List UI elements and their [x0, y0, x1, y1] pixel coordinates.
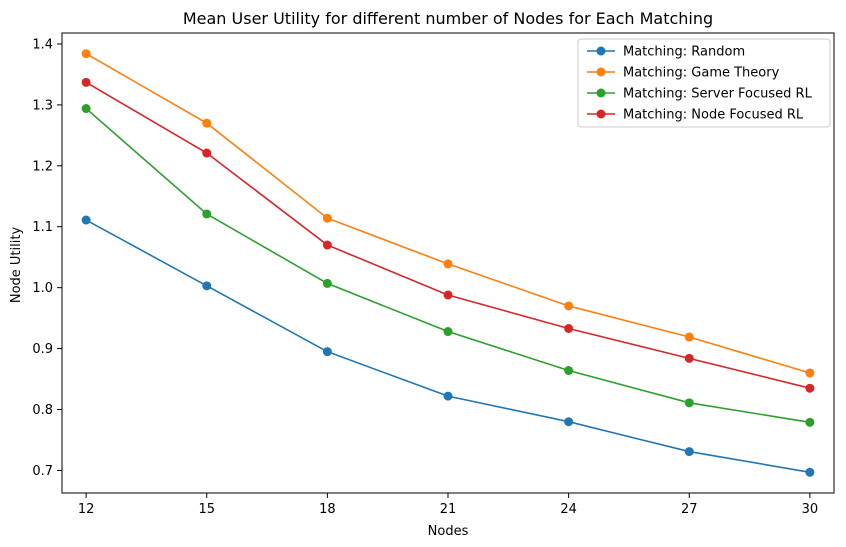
- chart-title: Mean User Utility for different number o…: [183, 9, 713, 28]
- legend-label: Matching: Game Theory: [623, 66, 780, 81]
- y-tick-label: 1.4: [32, 37, 53, 52]
- data-point: [684, 332, 694, 342]
- data-point: [443, 290, 453, 300]
- y-tick-label: 1.3: [32, 98, 53, 113]
- y-tick-label: 0.7: [32, 464, 53, 479]
- data-point: [684, 353, 694, 363]
- data-point: [805, 417, 815, 427]
- data-point: [684, 447, 694, 457]
- data-point: [202, 148, 212, 158]
- data-point: [202, 281, 212, 291]
- data-point: [322, 213, 332, 223]
- data-point: [564, 301, 574, 311]
- x-tick-label: 15: [198, 502, 215, 517]
- data-point: [322, 240, 332, 250]
- legend-swatch-marker: [596, 88, 606, 98]
- data-point: [322, 278, 332, 288]
- legend-label: Matching: Random: [623, 45, 745, 60]
- data-point: [202, 209, 212, 219]
- y-tick-label: 0.9: [32, 342, 53, 357]
- legend-swatch-marker: [596, 67, 606, 77]
- x-tick-label: 27: [681, 502, 698, 517]
- y-tick-label: 1.0: [32, 281, 53, 296]
- y-tick-label: 1.1: [32, 220, 53, 235]
- data-point: [564, 417, 574, 427]
- data-point: [81, 104, 91, 114]
- legend: Matching: Random Matching: Game Theory Mat…: [577, 38, 831, 128]
- x-tick-label: 12: [78, 502, 95, 517]
- data-point: [202, 118, 212, 128]
- legend-box: [577, 38, 831, 128]
- x-tick-label: 21: [440, 502, 457, 517]
- x-tick-label: 18: [319, 502, 336, 517]
- y-tick-label: 0.8: [32, 403, 53, 418]
- data-point: [684, 398, 694, 408]
- data-point: [443, 327, 453, 337]
- data-point: [81, 77, 91, 87]
- data-point: [443, 259, 453, 269]
- data-point: [81, 215, 91, 225]
- series-line-0: [85, 219, 811, 474]
- y-tick-label: 1.2: [32, 159, 53, 174]
- data-point: [805, 383, 815, 393]
- legend-swatch-marker: [596, 46, 606, 56]
- data-point: [805, 368, 815, 378]
- series-line-3: [85, 81, 811, 389]
- legend-label: Matching: Node Focused RL: [623, 108, 804, 123]
- data-point: [805, 467, 815, 477]
- y-axis-label: Node Utility: [9, 227, 24, 304]
- x-axis-label: Nodes: [428, 524, 469, 539]
- data-point: [443, 391, 453, 401]
- data-point: [564, 366, 574, 376]
- legend-label: Matching: Server Focused RL: [623, 87, 813, 102]
- data-point: [564, 323, 574, 333]
- x-tick-label: 30: [802, 502, 819, 517]
- data-point: [322, 347, 332, 357]
- data-point: [81, 49, 91, 59]
- legend-swatch-marker: [596, 109, 606, 119]
- x-tick-label: 24: [560, 502, 577, 517]
